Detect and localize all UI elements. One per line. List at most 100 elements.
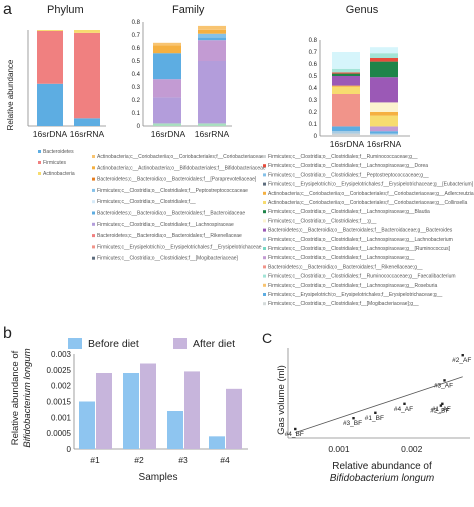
bifido-ytick-label: 0: [67, 445, 72, 454]
bifido-bar: [167, 411, 183, 449]
phylum-bar-segment: [37, 83, 63, 126]
family-ytick-label: 0.3: [132, 85, 141, 91]
genus-legend-entry: Firmicutes;c__Clostridia;o__Clostridiale…: [268, 255, 415, 261]
genus-ytick-label: 0.1: [309, 122, 318, 128]
genus-legend-entry: Actinobacteria;c__Coriobacteriia;o__Cori…: [268, 191, 474, 197]
bifido-ytick-label: 0.002: [51, 382, 72, 391]
genus-bar-segment: [332, 73, 360, 76]
genus-legend: Firmicutes;c__Clostridia;o__Clostridiale…: [263, 154, 474, 307]
genus-ytick-label: 0.3: [309, 98, 318, 104]
legend-label-after: After diet: [193, 338, 235, 350]
bifido-bar: [79, 401, 95, 449]
genus-legend-entry: Firmicutes;c__Clostridia;o__Clostridiale…: [268, 163, 428, 169]
phylum-legend: Bacteroidetes Firmicutes Actinobacteria: [38, 149, 75, 177]
family-bar-segment: [153, 53, 181, 80]
family-legend-entry: Bacteroidetes;c__Bacteroidia;o__Bacteroi…: [97, 211, 245, 217]
bifido-xtick-label: #2: [134, 455, 144, 465]
family-bar-segment: [153, 45, 181, 54]
family-legend-swatch: [92, 166, 95, 170]
scatter-point: [461, 354, 464, 357]
scatter-xtick-label: 0.001: [328, 444, 350, 454]
genus-bar-segment: [332, 85, 360, 87]
bifido-bars: [79, 363, 242, 449]
bifido-xtick-label: #1: [90, 455, 100, 465]
scatter-point: [352, 417, 355, 420]
family-chart: Family 0 0.1 0.2 0.3 0.4 0.5 0.6 0.7 0.8 16srDNA…: [92, 4, 266, 262]
bifido-xtick-label: #3: [178, 455, 188, 465]
phylum-legend-entry: Actinobacteria: [43, 171, 75, 177]
family-bar-segment: [198, 40, 226, 61]
bifido-ylabel: Relative abundance of: [10, 350, 21, 445]
scatter-point-label: #3_AF: [434, 382, 453, 389]
genus-bar-segment: [370, 47, 398, 54]
bifido-ytick-label: 0.003: [51, 350, 72, 359]
genus-ytick-label: 0.5: [309, 74, 318, 80]
phylum-chart: Phylum Relative abundance 16srDNA 16srRN…: [6, 4, 106, 177]
family-legend-entry: Actinobacteria;c__Coriobacteriia;o__Cori…: [97, 154, 264, 160]
genus-legend-swatch: [263, 228, 266, 232]
family-ytick-label: 0.4: [132, 72, 141, 78]
genus-ytick-label: 0.4: [309, 86, 318, 92]
genus-legend-entry: Actinobacteria;c__Coriobacteriia;o__Cori…: [268, 200, 467, 206]
genus-bar-segment: [370, 102, 398, 112]
family-legend-entry: Firmicutes;c__Clostridia;o__Clostridiale…: [97, 256, 239, 262]
bifido-bar: [209, 436, 225, 449]
family-ytick-label: 0.8: [132, 20, 141, 26]
scatter-trendline: [295, 376, 463, 433]
family-bar-segment: [153, 123, 181, 126]
bifido-xtick-label: #4: [220, 455, 230, 465]
family-legend-entry: Firmicutes;c__Clostridia;o__Clostridiale…: [97, 222, 234, 228]
family-ytick-label: 0.2: [132, 98, 141, 104]
genus-legend-swatch: [263, 237, 266, 241]
phylum-bar-segment: [74, 30, 100, 33]
genus-bar-segment: [332, 126, 360, 132]
family-bar-segment: [198, 123, 226, 126]
scatter-point: [403, 402, 406, 405]
bifido-bar: [140, 363, 156, 449]
bifido-bar: [184, 371, 200, 449]
genus-bar-segment: [332, 94, 360, 127]
genus-ytick-label: 0.7: [309, 50, 318, 56]
genus-bar-segment: [370, 131, 398, 134]
legend-after-diet: After diet: [173, 338, 235, 350]
family-ytick-label: 0.7: [132, 33, 141, 39]
family-legend-swatch: [92, 200, 95, 204]
scatter-point: [441, 402, 444, 405]
family-legend-swatch: [92, 211, 95, 215]
scatter-points: #4_BF #3_BF#1_BF #4_AF #2_BF#1_AF #3_AF #2_AF: [285, 354, 471, 438]
family-legend: Actinobacteria;c__Coriobacteriia;o__Cori…: [92, 154, 266, 262]
family-bar-segment: [153, 79, 181, 98]
genus-bar-segment: [370, 126, 398, 132]
genus-legend-swatch: [263, 247, 266, 250]
genus-bar-segment: [332, 72, 360, 74]
genus-legend-entry: Firmicutes;c__Clostridia;o__Clostridiale…: [268, 283, 437, 289]
genus-legend-entry: Firmicutes;c__Erysipelotrichi;o__Erysipe…: [268, 182, 474, 188]
genus-legend-entry: Firmicutes;c__Clostridia;o__Clostridiale…: [268, 218, 377, 224]
scatter-point-label: #1_BF: [365, 415, 384, 422]
genus-ytick-label: 0: [314, 134, 318, 140]
family-legend-swatch: [92, 245, 95, 249]
bifido-ylabel-species: Bifidobacterium longum: [22, 348, 33, 447]
phylum-bar-segment: [37, 30, 63, 84]
bifido-ytick-label: 0.0015: [47, 398, 72, 407]
bifido-ytick-label: 0.0025: [47, 366, 72, 375]
genus-legend-swatch: [263, 182, 266, 186]
phylum-bar-segment: [37, 30, 63, 31]
genus-legend-swatch: [263, 191, 266, 195]
genus-legend-entry: Firmicutes;c__Clostridia;o__Clostridiale…: [268, 237, 453, 243]
genus-legend-swatch: [263, 293, 266, 296]
phylum-legend-swatch: [38, 150, 41, 153]
panel-letter-b: b: [3, 325, 12, 342]
panel-letter-a: a: [3, 1, 12, 18]
family-bar-segment: [153, 42, 181, 46]
family-ytick-label: 0.5: [132, 59, 141, 65]
genus-legend-swatch: [263, 274, 266, 278]
family-bars: [153, 25, 226, 126]
genus-legend-swatch: [263, 210, 266, 214]
panel-letter-c: C: [262, 330, 272, 346]
family-legend-swatch: [92, 188, 95, 192]
family-legend-entry: Firmicutes;c__Clostridia;o__Clostridiale…: [97, 199, 196, 205]
legend-before-diet: Before diet: [68, 338, 139, 350]
scatter-ylabel: Gas volume (ml): [276, 365, 287, 435]
